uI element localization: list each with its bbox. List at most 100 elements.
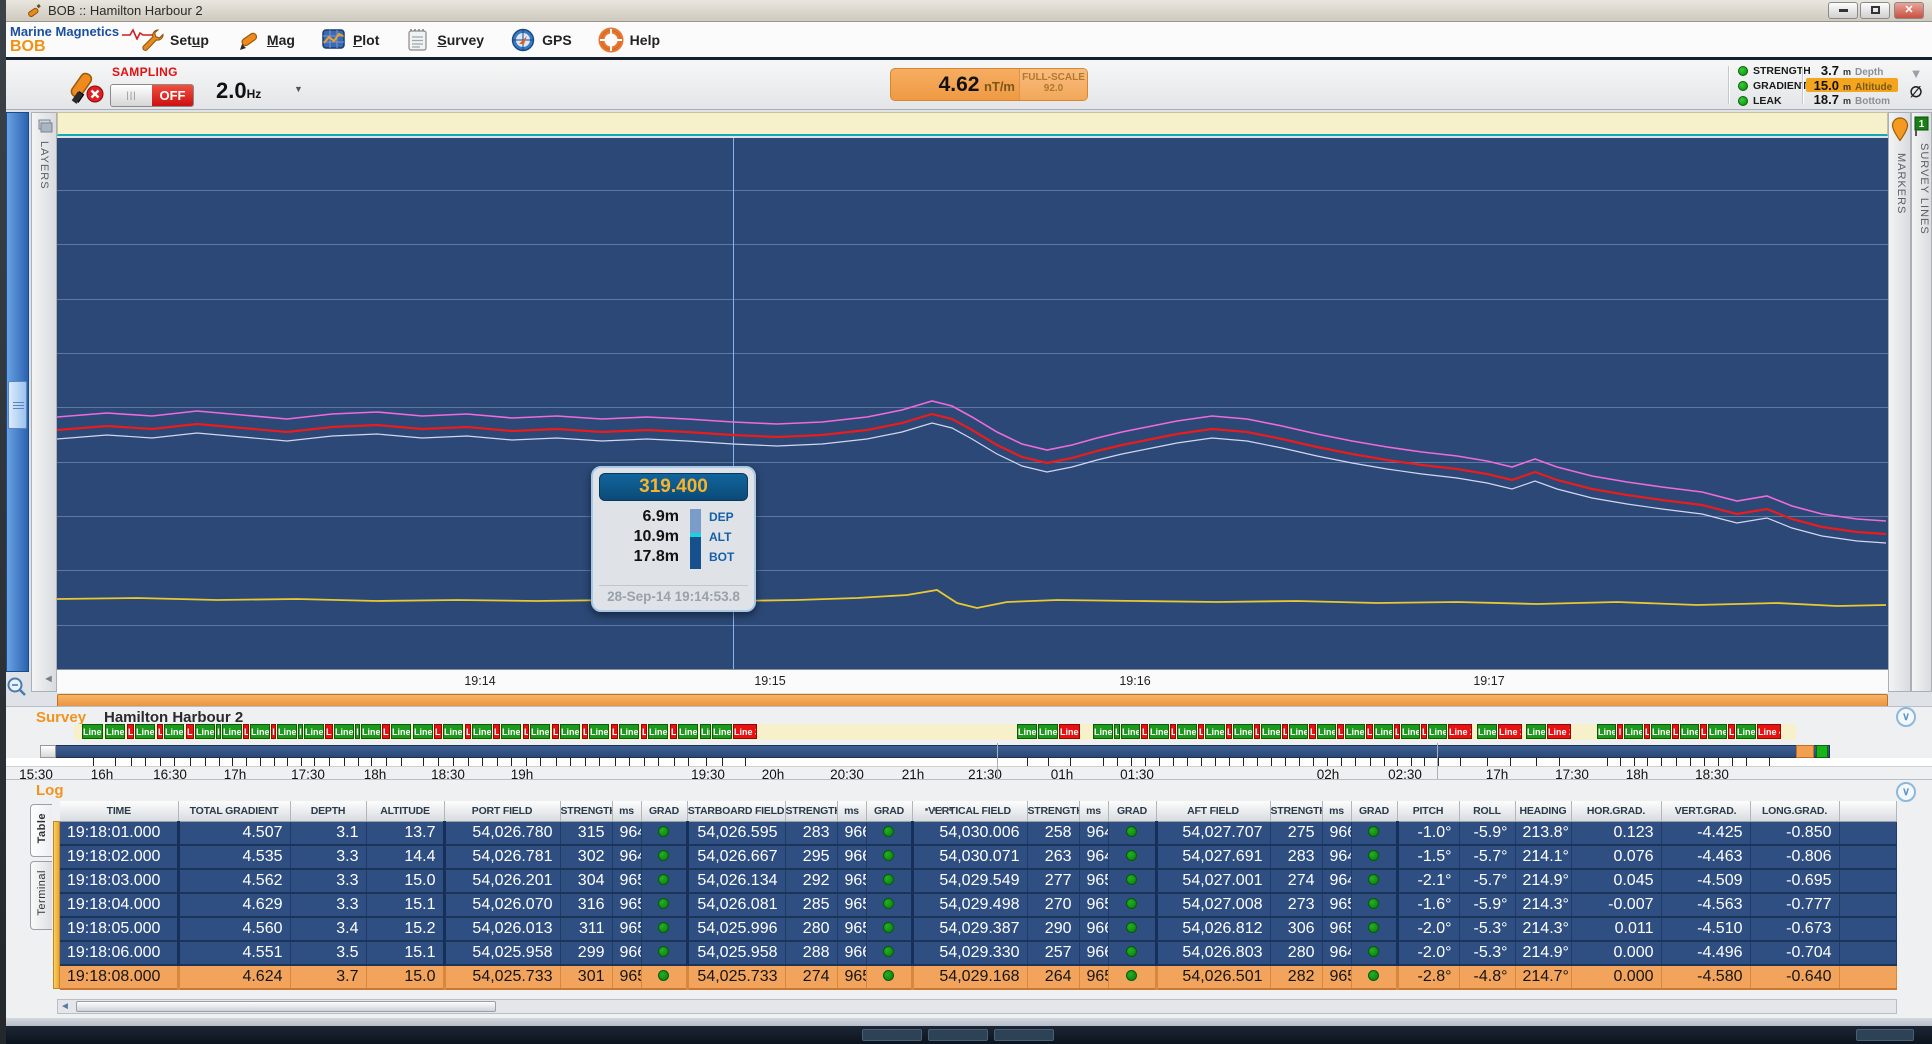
table-row[interactable]: 19:18:01.0004.5073.113.754,026.780315964… [60,821,1896,845]
survey-line-chip[interactable]: Line 20 [1448,724,1472,739]
column-header[interactable]: HEADING [1515,801,1571,821]
survey-line-chip[interactable]: L [157,724,163,739]
survey-line-chip[interactable]: Line 2 [1428,724,1447,739]
survey-line-chip[interactable]: Line 4 [1736,724,1756,739]
scroll-left-icon[interactable]: ◄ [43,673,54,685]
survey-line-chip[interactable]: Line 14 [1345,724,1365,739]
survey-line-chip[interactable]: Line 1 [1149,724,1169,739]
survey-line-chip[interactable]: L [1421,724,1427,739]
column-header[interactable]: ms [1322,801,1351,821]
null-set-icon[interactable]: ∅ [1905,83,1927,101]
column-header[interactable]: STARBOARD FIELD [687,801,785,821]
survey-line-chip[interactable]: Line 1 [277,724,297,739]
scroll-left-arrow-icon[interactable]: ◄ [60,1001,70,1012]
survey-line-chip[interactable]: Line . [712,724,732,739]
survey-line-chip[interactable]: L [641,724,647,739]
survey-lines-panel-tab[interactable]: 1 SURVEY LINES [1911,112,1932,692]
column-header[interactable]: ms [1079,801,1108,821]
survey-line-chip[interactable]: Line 1 [1289,724,1308,739]
survey-line-chip[interactable]: Line 3 [560,724,580,739]
table-row[interactable]: 19:18:04.0004.6293.315.154,026.070316965… [60,893,1896,917]
survey-line-chip[interactable]: Line 18 [1401,724,1420,739]
survey-line-chip[interactable]: Line 3 [472,724,492,739]
survey-line-chip[interactable]: I [271,724,276,739]
plot-area[interactable]: 19:1419:1519:1619:17 ◄ [57,112,1888,691]
chevron-down-icon[interactable]: ▼ [294,84,303,94]
minimize-button[interactable] [1828,2,1858,19]
column-header[interactable]: DEPTH [290,801,366,821]
survey-line-chip[interactable]: Line 40 [1757,724,1781,739]
table-row[interactable]: 19:18:02.0004.5353.314.454,026.781302964… [60,845,1896,869]
column-header[interactable]: AFT FIELD [1156,801,1270,821]
column-header[interactable]: TOTAL GRADIENT [178,801,290,821]
survey-line-chip[interactable]: I [298,724,303,739]
table-row[interactable]: 19:18:06.0004.5513.515.154,025.958299966… [60,941,1896,965]
taskbar[interactable] [0,1026,1932,1044]
survey-line-chip[interactable]: Line 5 [135,724,155,739]
column-header[interactable]: STRENGTH [785,801,837,821]
survey-line-chip[interactable]: Line 1 [1233,724,1253,739]
menu-setup[interactable]: Setup [138,27,209,53]
log-tab-terminal[interactable]: Terminal [30,861,52,930]
table-row[interactable]: 19:18:03.0004.5623.315.054,026.201304965… [60,869,1896,893]
survey-line-chip[interactable]: L [1728,724,1735,739]
survey-line-chip[interactable]: Lin [382,724,390,739]
survey-line-chip[interactable]: Line 3 [1708,724,1727,739]
survey-line-chip[interactable]: Line 2 [413,724,433,739]
survey-line-chip[interactable]: L [1170,724,1176,739]
survey-line-chip[interactable]: Li [493,724,500,739]
survey-line-chip[interactable]: Line 3 [648,724,668,739]
collapse-log-icon[interactable]: ∨ [1896,782,1916,802]
survey-line-chip[interactable]: Line 36 [1680,724,1699,739]
survey-line-chip[interactable]: Line 2 [391,724,411,739]
survey-line-chip[interactable]: Line 1 [1177,724,1197,739]
maximize-button[interactable] [1860,2,1890,19]
survey-line-chip[interactable]: Line 22 [1498,724,1522,739]
survey-line-chip[interactable]: Line 4 [1038,724,1058,739]
survey-line-chip[interactable]: Li [1394,724,1400,739]
survey-line-chip[interactable]: Line 3 [530,724,550,739]
menu-survey[interactable]: Survey [405,27,484,53]
survey-line-chip[interactable]: Line 3 [619,724,639,739]
survey-line-chip[interactable]: Line 2 [334,724,354,739]
survey-line-chip[interactable]: Line 3 [589,724,609,739]
survey-line-chip[interactable]: L [1700,724,1707,739]
mag-disconnected-icon[interactable] [62,64,108,106]
survey-line-chip[interactable]: Line 2 [1477,724,1497,739]
survey-line-chip[interactable]: Line 1 [1205,724,1225,739]
download-arrow-icon[interactable]: ▼ [1905,66,1927,81]
column-header[interactable]: PORT FIELD [444,801,560,821]
survey-line-chip[interactable]: L [523,724,529,739]
survey-line-chip[interactable]: L [1114,724,1120,739]
table-splitter-handle[interactable] [925,808,952,811]
survey-line-chip[interactable]: Line [700,724,711,739]
survey-line-chip[interactable]: L [465,724,471,739]
survey-line-chip[interactable]: L [1644,724,1650,739]
survey-line-chip[interactable]: Line 1 [1317,724,1336,739]
column-header[interactable]: GRAD [1351,801,1397,821]
timeline-bar[interactable] [40,745,1830,758]
survey-line-chip[interactable]: L [1198,724,1204,739]
toggle-grip[interactable]: ||| [111,85,153,106]
survey-line-chip[interactable]: Line 3 [105,724,125,739]
survey-line-chip[interactable]: l [1617,724,1623,739]
close-button[interactable]: ✕ [1894,2,1924,19]
column-header[interactable]: ms [612,801,641,821]
survey-line-chip[interactable]: Line 2 [1017,724,1037,739]
survey-line-chip[interactable]: Line 6 [1093,724,1113,739]
menu-plot[interactable]: Plot [321,27,379,53]
survey-line-chip[interactable]: L [1337,724,1344,739]
survey-line-chip[interactable]: Li [611,724,618,739]
survey-line-chip[interactable]: I [216,724,221,739]
column-header[interactable]: VERTICAL FIELD [912,801,1027,821]
column-header[interactable]: STRENGTH [1270,801,1322,821]
taskbar-item[interactable] [928,1029,988,1041]
survey-line-chip[interactable]: Lin [434,724,442,739]
vertical-scrollbar[interactable] [6,112,29,672]
survey-line-chip[interactable]: L [1254,724,1260,739]
column-header[interactable]: GRAD [641,801,687,821]
plot-canvas[interactable] [57,138,1888,669]
survey-line-chip[interactable]: Line 1 [304,724,324,739]
markers-panel-tab[interactable]: MARKERS [1888,112,1911,692]
zoom-out-icon[interactable] [6,676,28,698]
